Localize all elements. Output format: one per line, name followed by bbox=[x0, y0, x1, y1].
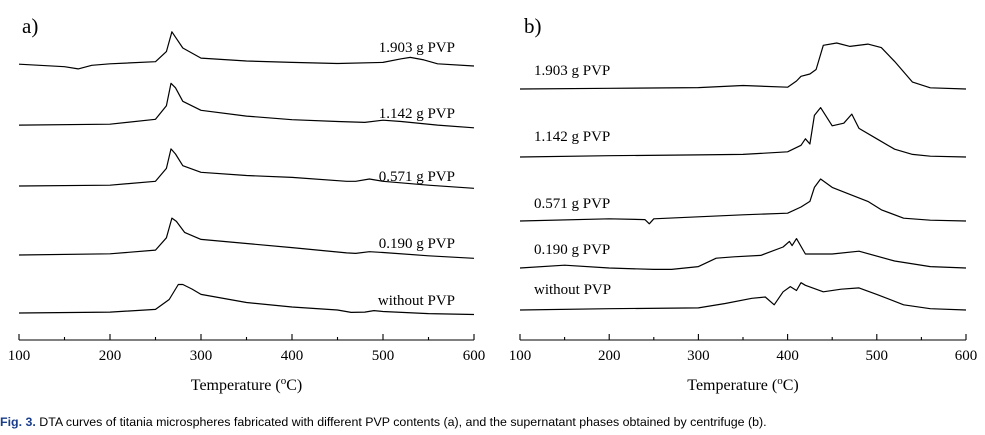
series-label: 0.571 g PVP bbox=[379, 169, 455, 185]
panel-label: b) bbox=[524, 14, 542, 38]
panel-label: a) bbox=[22, 14, 38, 38]
series-label: without PVP bbox=[378, 293, 455, 309]
dta-figure: a) 100 200 300 400 500 600 Temperature (oC) 1.90… bbox=[8, 14, 978, 394]
x-tick-label: 100 bbox=[8, 348, 31, 364]
series-line bbox=[18, 82, 475, 129]
panel-a: a) 100 200 300 400 500 600 Temperature (oC) 1.90… bbox=[8, 14, 486, 394]
x-tick-label: 300 bbox=[190, 348, 213, 364]
series-line bbox=[18, 148, 475, 189]
series-line bbox=[519, 106, 967, 158]
series-line bbox=[519, 42, 967, 90]
series-line bbox=[519, 282, 967, 311]
x-tick-label: 500 bbox=[866, 348, 889, 364]
series-label: 0.190 g PVP bbox=[379, 236, 455, 252]
x-tick-label: 400 bbox=[776, 348, 799, 364]
x-tick-label: 300 bbox=[687, 348, 710, 364]
x-tick-label: 200 bbox=[598, 348, 621, 364]
x-tick-label: 200 bbox=[99, 348, 122, 364]
figure-caption: Fig. 3. DTA curves of titania microspher… bbox=[0, 412, 985, 432]
x-tick-label: 100 bbox=[509, 348, 532, 364]
x-tick-label: 500 bbox=[372, 348, 395, 364]
x-axis-title: Temperature (oC) bbox=[687, 375, 798, 394]
series-label: 1.903 g PVP bbox=[534, 63, 610, 79]
series-line bbox=[519, 238, 967, 270]
series-label: 1.142 g PVP bbox=[534, 129, 610, 145]
series-line bbox=[18, 31, 475, 70]
series-label: 1.903 g PVP bbox=[379, 40, 455, 56]
series-line bbox=[18, 217, 475, 259]
x-axis-title: Temperature (oC) bbox=[191, 375, 302, 394]
x-tick-label: 600 bbox=[463, 348, 486, 364]
caption-text: DTA curves of titania microspheres fabri… bbox=[35, 415, 767, 429]
series-label: 1.142 g PVP bbox=[379, 106, 455, 122]
series-line bbox=[18, 283, 475, 316]
caption-label: Fig. 3. bbox=[0, 415, 36, 429]
x-tick-label: 400 bbox=[281, 348, 304, 364]
series-label: 0.190 g PVP bbox=[534, 242, 610, 258]
x-tick-label: 600 bbox=[955, 348, 978, 364]
series-label: without PVP bbox=[534, 282, 611, 298]
panel-b: b) 100 200 300 400 500 600 Temperature (oC) 1.90… bbox=[509, 14, 978, 394]
series-line bbox=[519, 178, 967, 225]
series-label: 0.571 g PVP bbox=[534, 196, 610, 212]
